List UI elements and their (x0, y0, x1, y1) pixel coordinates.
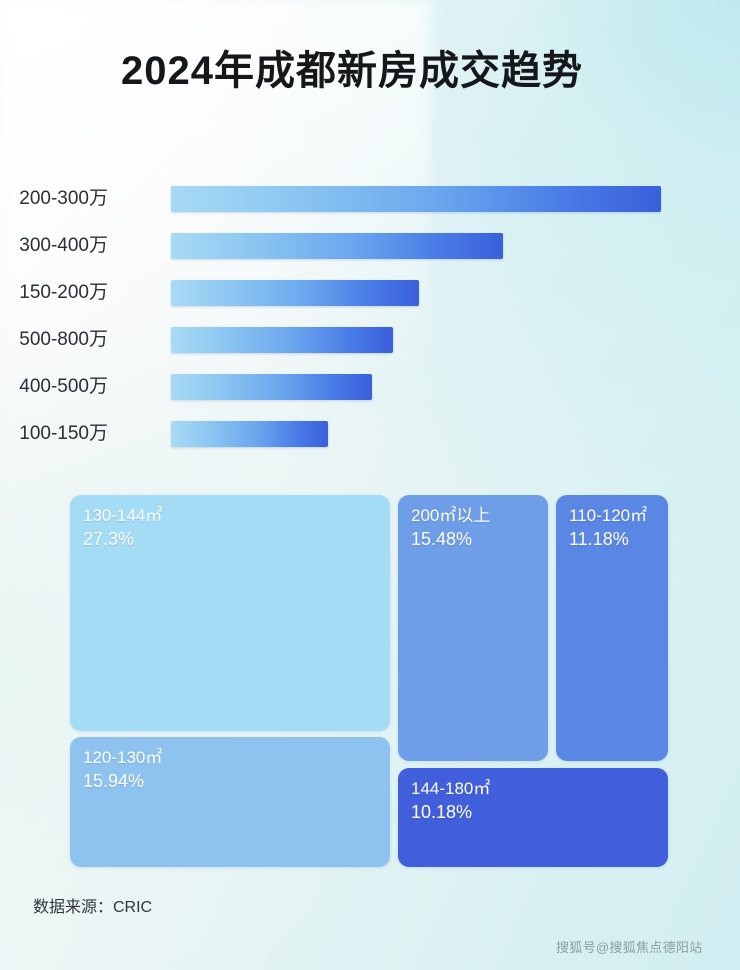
bar-track (171, 233, 503, 259)
bar-fill (171, 421, 328, 447)
treemap-cell[interactable]: 110-120㎡ 11.18% (556, 495, 668, 761)
treemap-cell-value: 10.18% (411, 802, 473, 822)
treemap-cell[interactable]: 144-180㎡ 10.18% (398, 768, 668, 867)
treemap-cell-value: 11.18% (569, 529, 629, 549)
treemap-cell-name: 200㎡以上 (411, 506, 491, 525)
treemap-cell[interactable]: 120-130㎡ 15.94% (70, 737, 390, 867)
treemap-cell-text: 200㎡以上 15.48% (411, 505, 490, 551)
bar-track (171, 186, 661, 212)
bar-category-label: 100-150万 (19, 423, 108, 444)
bar-track (171, 374, 372, 400)
treemap-cell-text: 144-180㎡ 10.18% (411, 778, 490, 824)
bar-fill (171, 186, 661, 212)
treemap-cell-name: 120-130㎡ (83, 748, 163, 767)
bar-fill (171, 280, 419, 306)
treemap-cell-text: 130-144㎡ 27.3% (83, 505, 162, 551)
treemap-cell-value: 15.48% (411, 529, 473, 549)
bar-fill (171, 374, 372, 400)
treemap-cell-name: 144-180㎡ (411, 779, 491, 798)
treemap-cell-name: 110-120㎡ (569, 506, 648, 525)
bar-row: 400-500万 (0, 372, 740, 402)
bar-category-label: 500-800万 (19, 329, 108, 350)
bar-track (171, 421, 328, 447)
bar-row: 500-800万 (0, 325, 740, 355)
page-title: 2024年成都新房成交趋势 (121, 49, 583, 93)
bar-category-label: 300-400万 (19, 235, 108, 256)
treemap-cell-text: 120-130㎡ 15.94% (83, 747, 162, 793)
bar-fill (171, 327, 393, 353)
bar-row: 100-150万 (0, 419, 740, 449)
bar-row: 200-300万 (0, 184, 740, 214)
bar-category-label: 400-500万 (19, 376, 108, 397)
bar-category-label: 200-300万 (19, 188, 108, 209)
bar-fill (171, 233, 503, 259)
watermark-label: 搜狐号@搜狐焦点德阳站 (556, 940, 703, 955)
bar-category-label: 150-200万 (19, 282, 108, 303)
treemap-cell-value: 15.94% (83, 771, 145, 791)
treemap-cell[interactable]: 130-144㎡ 27.3% (70, 495, 390, 731)
bar-row: 300-400万 (0, 231, 740, 261)
treemap-cell-text: 110-120㎡ 11.18% (569, 505, 647, 551)
treemap-cell[interactable]: 200㎡以上 15.48% (398, 495, 548, 761)
bar-track (171, 327, 393, 353)
treemap-cell-name: 130-144㎡ (83, 506, 163, 525)
data-source-note: 数据来源：CRIC (33, 899, 153, 916)
bar-track (171, 280, 419, 306)
bar-row: 150-200万 (0, 278, 740, 308)
bar-chart: 200-300万 300-400万 150-200万 500-800万 400-500万… (0, 180, 740, 450)
treemap-cell-value: 27.3% (83, 529, 135, 549)
